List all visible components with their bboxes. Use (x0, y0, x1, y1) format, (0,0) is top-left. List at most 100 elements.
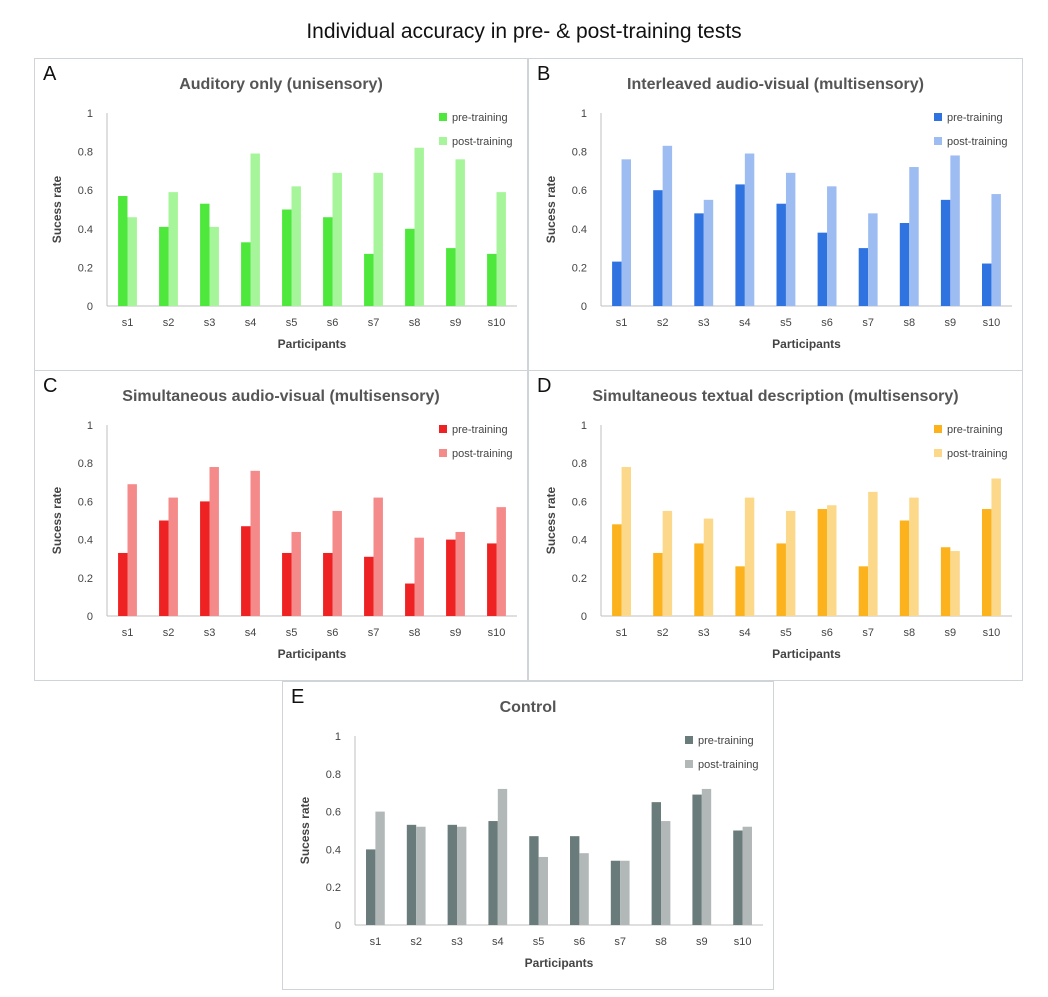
y-tick-label: 0.2 (326, 882, 341, 894)
x-tick-label: s5 (286, 317, 298, 329)
chart-svg: Interleaved audio-visual (multisensory) 0… (544, 76, 1012, 351)
bar-post-s5 (785, 510, 796, 616)
y-tick-label: 0.6 (78, 185, 93, 197)
bar-post-s4 (497, 788, 508, 925)
bar-post-s10 (742, 826, 752, 925)
bar-pre-s9 (940, 199, 951, 306)
bar-post-s10 (991, 194, 1001, 306)
bar-pre-s10 (981, 263, 992, 306)
y-tick-label: 0 (581, 611, 587, 623)
bar-pre-s4 (735, 184, 745, 306)
bar-pre-s5 (776, 543, 786, 616)
bar-post-s1 (127, 484, 137, 616)
x-tick-label: s9 (945, 627, 957, 639)
bar-pre-s4 (735, 566, 745, 616)
bar-post-s8 (661, 821, 671, 925)
figure-title: Individual accuracy in pre- & post-train… (306, 20, 742, 43)
chart-panel-d: D Simultaneous textual description (mult… (528, 370, 1023, 681)
x-tick-label: s2 (410, 936, 422, 948)
chart-panel-c: C Simultaneous audio-visual (multisensor… (34, 370, 528, 681)
x-tick-label: s6 (821, 317, 833, 329)
legend-swatch-pre (934, 113, 942, 121)
bar-post-s10 (496, 507, 506, 616)
bar-post-s2 (416, 826, 426, 925)
legend-label-post: post-training (698, 759, 759, 771)
bar-post-s9 (455, 531, 465, 616)
bar-pre-s4 (241, 242, 251, 306)
x-tick-label: s2 (657, 317, 669, 329)
bar-pre-s9 (446, 248, 456, 306)
bar-pre-s10 (487, 253, 497, 306)
y-tick-label: 0.4 (572, 224, 587, 236)
y-tick-label: 0.8 (326, 769, 341, 781)
bar-post-s8 (414, 147, 424, 306)
bar-pre-s2 (653, 190, 663, 306)
bar-post-s6 (332, 510, 342, 616)
bar-pre-s3 (694, 543, 704, 616)
x-tick-label: s9 (450, 317, 462, 329)
x-tick-label: s9 (696, 936, 708, 948)
bar-post-s4 (250, 470, 260, 616)
bar-post-s6 (827, 186, 837, 306)
legend-swatch-pre (439, 113, 447, 121)
bar-post-s4 (250, 153, 260, 306)
x-tick-label: s6 (574, 936, 586, 948)
bar-pre-s6 (323, 217, 333, 306)
bar-pre-s1 (118, 552, 128, 616)
legend-label-pre: pre-training (947, 424, 1003, 436)
x-tick-label: s6 (327, 317, 339, 329)
bar-post-s6 (332, 172, 342, 306)
y-axis-label: Sucess rate (544, 175, 558, 243)
bar-post-s9 (950, 155, 960, 306)
x-tick-label: s6 (327, 627, 339, 639)
bar-post-s1 (621, 159, 632, 306)
bar-pre-s5 (282, 209, 292, 306)
bar-pre-s4 (241, 526, 251, 616)
bar-post-s5 (785, 172, 796, 306)
bar-post-s3 (703, 199, 714, 306)
y-tick-label: 0.8 (572, 147, 587, 159)
bar-post-s5 (291, 531, 301, 616)
chart-panel-e: E Control 0 0.2 0.4 0.6 0.8 1 Sucess rate s1 s2 s3… (282, 681, 774, 990)
y-tick-label: 0.2 (78, 573, 93, 585)
x-tick-label: s2 (163, 627, 175, 639)
bar-pre-s3 (694, 213, 704, 306)
x-tick-label: s8 (409, 627, 421, 639)
bar-pre-s7 (858, 248, 869, 306)
bar-post-s9 (701, 788, 712, 925)
y-tick-label: 0.2 (572, 573, 587, 585)
x-tick-label: s5 (286, 627, 298, 639)
legend-label-post: post-training (947, 136, 1008, 148)
bar-pre-s2 (159, 520, 169, 616)
y-axis-label: Sucess rate (544, 486, 558, 554)
bar-post-s7 (373, 497, 383, 616)
bar-pre-s1 (612, 524, 622, 616)
bar-pre-s5 (529, 836, 539, 925)
legend-label-post: post-training (947, 448, 1008, 460)
chart-svg: Simultaneous textual description (multis… (544, 388, 1012, 661)
bar-post-s8 (414, 537, 424, 616)
x-tick-label: s8 (903, 317, 915, 329)
panel-letter: C (43, 375, 58, 397)
y-axis-label: Sucess rate (50, 486, 64, 554)
panel-letter: E (291, 686, 305, 708)
legend-label-pre: pre-training (698, 735, 754, 747)
bar-post-s6 (827, 505, 837, 616)
panel-letter: A (43, 63, 57, 85)
y-tick-label: 1 (581, 108, 587, 120)
bar-post-s9 (950, 551, 960, 616)
bar-pre-s9 (692, 794, 702, 925)
x-tick-label: s4 (739, 317, 751, 329)
x-tick-label: s7 (368, 317, 380, 329)
bar-post-s7 (868, 491, 878, 616)
y-tick-label: 0.4 (78, 224, 93, 236)
bar-pre-s8 (405, 583, 415, 616)
y-tick-label: 0.2 (572, 262, 587, 274)
legend-label-post: post-training (452, 448, 513, 460)
bar-pre-s7 (858, 566, 869, 616)
panel-letter: D (537, 375, 552, 397)
x-tick-label: s2 (163, 317, 175, 329)
bar-pre-s6 (323, 552, 333, 616)
x-tick-label: s1 (616, 627, 628, 639)
chart-title: Auditory only (unisensory) (179, 76, 383, 93)
